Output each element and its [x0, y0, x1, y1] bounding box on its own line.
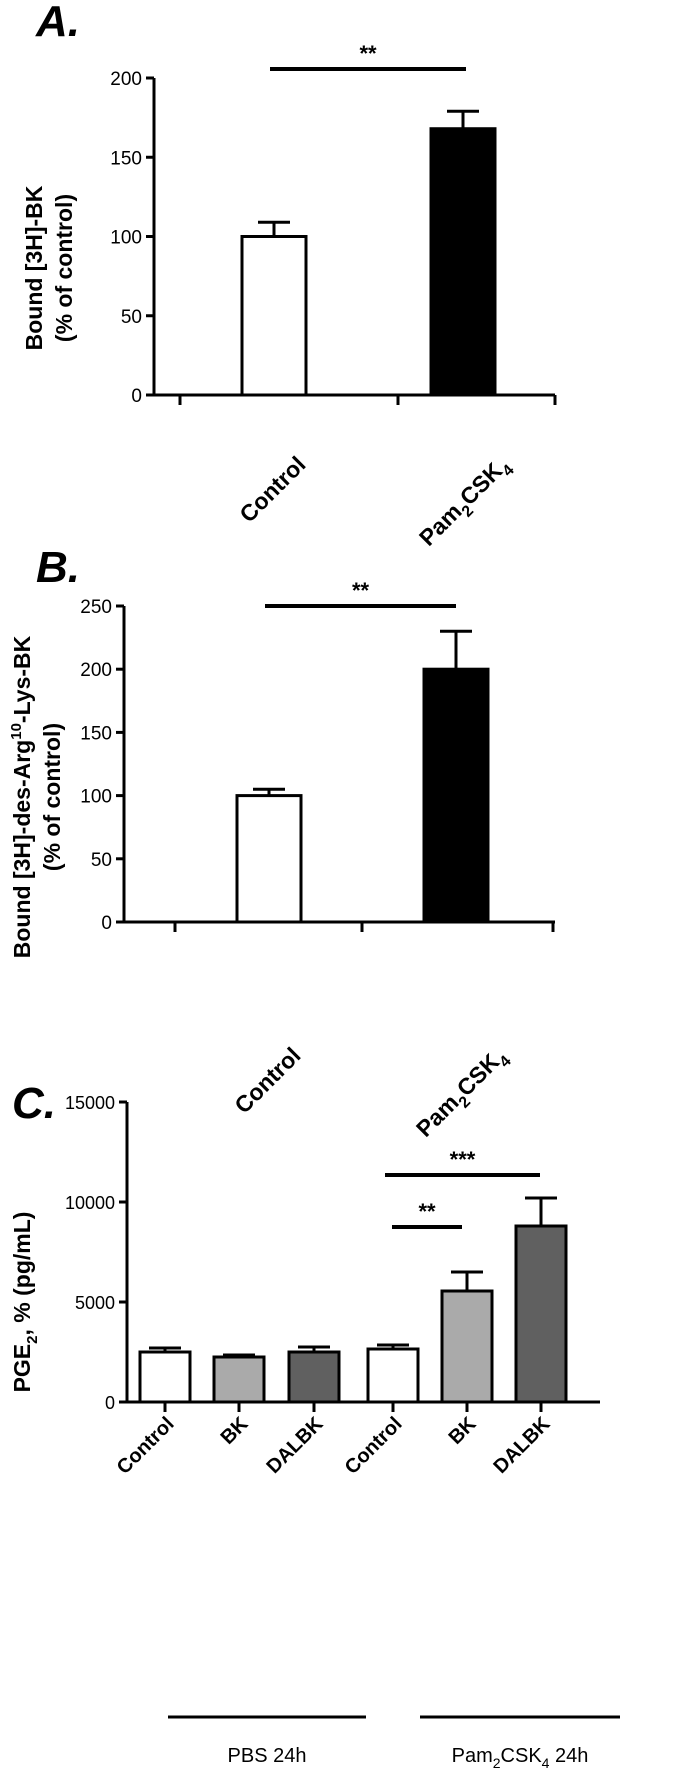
panel-a-ytick-label: 200 [110, 69, 142, 90]
panel-c-ylabel: PGE2, % (pg/mL) [9, 1212, 41, 1393]
panel-b-ytick-label: 150 [80, 723, 112, 744]
panel-c-xlabel: BK [217, 1413, 253, 1449]
panel-c-bar [514, 1224, 568, 1404]
panel-b-ylabel-line2: (% of control) [39, 723, 65, 871]
panel-a-ylabel-line1: Bound [3H]-BK [21, 185, 47, 350]
group-label-pbs: PBS 24h [228, 1745, 307, 1767]
panel-b-plot: 0 50 100 150 200 250 ** [80, 578, 555, 934]
panel-a-plot: 0 50 100 150 200 ** [110, 41, 557, 407]
panel-c-ytick-label: 15000 [65, 1093, 115, 1113]
panel-b-bar [235, 794, 303, 924]
panel-a-bar [240, 235, 308, 397]
panel-a-bar [429, 127, 497, 397]
panel-a-label: A. [35, 0, 80, 46]
panel-c: C. PGE2, % (pg/mL) 050001000015000***** … [9, 1079, 620, 1771]
panel-c-ytick-label: 0 [105, 1393, 115, 1413]
panel-b-ytick-label: 100 [80, 787, 112, 808]
panel-c-xlabels: Control BK DALBK Control BK DALBK [113, 1413, 555, 1479]
panel-a-xlabel-pam2csk4: Pam2CSK4 [414, 451, 518, 555]
panel-a-xlabel-control: Control [234, 451, 310, 527]
panel-c-bar [212, 1355, 266, 1404]
panel-c-ytick-label: 10000 [65, 1193, 115, 1213]
panel-c-xlabel: DALBK [262, 1413, 327, 1478]
panel-c-bar [138, 1350, 192, 1404]
panel-a-ytick-label: 0 [131, 386, 142, 407]
panel-c-bar [366, 1347, 420, 1404]
panel-b-ytick-label: 0 [101, 913, 112, 934]
panel-a-ytick-label: 150 [110, 148, 142, 169]
panel-a-sig-stars: ** [359, 41, 377, 66]
panel-c-label: C. [12, 1079, 56, 1128]
panel-a-ytick-label: 100 [110, 228, 142, 249]
panel-c-sig-stars: *** [450, 1147, 476, 1172]
panel-c-xlabel: Control [113, 1413, 179, 1479]
panel-c-sig-stars: ** [418, 1199, 436, 1224]
panel-b-sig-stars: ** [352, 578, 370, 603]
group-label-pam2csk4: Pam2CSK4 24h [452, 1745, 589, 1771]
panel-c-xlabel: BK [445, 1413, 481, 1449]
panel-a: A. Bound [3H]-BK (% of control) 0 50 100 15… [21, 0, 557, 555]
panel-b-xlabel-control: Control [229, 1042, 305, 1118]
panel-b: B. Bound [3H]-des-Arg10-Lys-BK (% of con… [8, 543, 555, 1146]
panel-a-ylabel: Bound [3H]-BK (% of control) [21, 185, 77, 350]
panel-a-ytick-label: 50 [121, 307, 142, 328]
panel-b-ylabel-line1: Bound [3H]-des-Arg10-Lys-BK [8, 635, 35, 958]
panel-b-bar [422, 667, 490, 924]
panel-b-xlabel-pam2csk4: Pam2CSK4 [411, 1042, 515, 1146]
panel-b-label: B. [36, 543, 80, 592]
panel-c-bar [440, 1289, 494, 1404]
panel-b-ytick-label: 200 [80, 660, 112, 681]
panel-c-xlabel: DALBK [489, 1413, 554, 1478]
panel-c-ytick-label: 5000 [75, 1293, 115, 1313]
panel-c-bar [287, 1350, 341, 1404]
panel-b-ylabel: Bound [3H]-des-Arg10-Lys-BK (% of contro… [8, 635, 65, 958]
panel-a-ylabel-line2: (% of control) [51, 194, 77, 342]
panel-b-ytick-label: 50 [91, 850, 112, 871]
panel-b-ytick-label: 250 [80, 597, 112, 618]
panel-c-xlabel: Control [341, 1413, 407, 1479]
